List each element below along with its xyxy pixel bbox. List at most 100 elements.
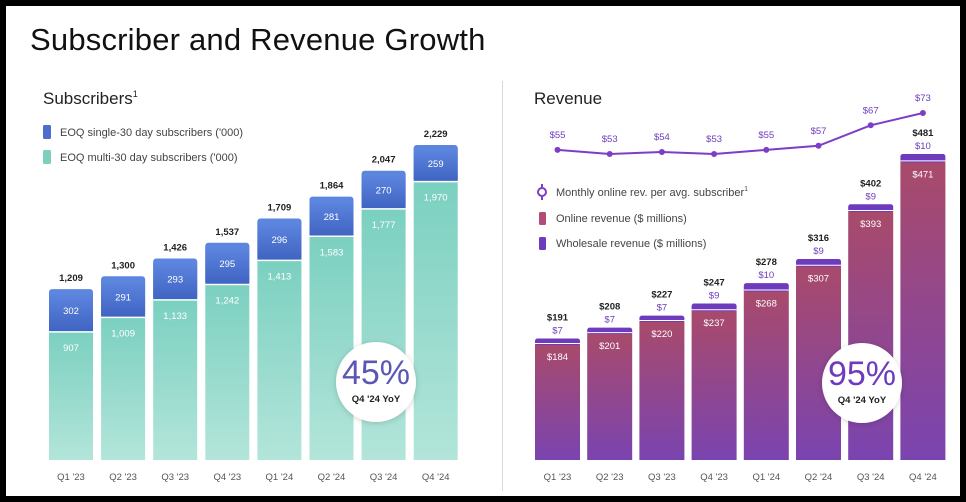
bar-single-label: 281 xyxy=(324,212,340,223)
legend-label-wholesale: Wholesale revenue ($ millions) xyxy=(556,238,706,250)
arpu-label: $53 xyxy=(602,134,618,145)
arpu-point xyxy=(867,122,874,129)
arpu-label: $57 xyxy=(811,126,827,137)
bar-wholesale-label: $9 xyxy=(813,246,824,257)
bar-multi-label: 1,009 xyxy=(111,328,135,339)
bar-single-label: 270 xyxy=(376,185,392,196)
arpu-point xyxy=(554,146,561,153)
bar-single-label: 259 xyxy=(428,159,444,170)
revenue-chart: $191 $7 $184 Q1 '23 $208 $7 $201 Q2 '23 $227 $7 $2… xyxy=(535,93,946,483)
bar-multi-30-day xyxy=(309,236,354,460)
bar-wholesale-label: $9 xyxy=(865,191,876,202)
bar-wholesale-revenue xyxy=(587,327,633,335)
bar-multi-30-day xyxy=(413,181,458,460)
x-tick-label: Q4 '24 xyxy=(422,472,450,483)
bar-multi-label: 1,133 xyxy=(163,311,187,322)
arpu-label: $53 xyxy=(706,134,722,145)
bar-single-label: 291 xyxy=(115,292,131,303)
bar-online-label: $184 xyxy=(547,352,568,363)
subscribers-growth-value: 45% xyxy=(342,354,410,392)
bar-wholesale-label: $10 xyxy=(758,270,774,281)
bar-wholesale-label: $7 xyxy=(604,315,615,326)
bar-single-30-day-fill xyxy=(413,148,458,182)
x-tick-label: Q3 '23 xyxy=(161,472,189,483)
bar-multi-label: 1,242 xyxy=(215,295,239,306)
legend-swatch-multi xyxy=(43,150,51,164)
bar-online-revenue xyxy=(691,309,737,460)
x-tick-label: Q3 '24 xyxy=(857,472,885,483)
bar-wholesale-revenue xyxy=(743,283,789,292)
legend-label-multi: EOQ multi-30 day subscribers ('000) xyxy=(60,152,238,164)
bar-total-label: 1,426 xyxy=(163,242,187,253)
bar-total-label: 1,864 xyxy=(320,181,344,192)
legend-swatch-online xyxy=(539,212,546,225)
bar-single-30-day-fill xyxy=(309,199,354,237)
bar-total-label: $402 xyxy=(860,178,881,189)
x-tick-label: Q1 '23 xyxy=(544,472,572,483)
bar-total-label: 1,300 xyxy=(111,260,135,271)
subscribers-title: Subscribers1 xyxy=(43,89,138,108)
bar-online-label: $307 xyxy=(808,274,829,285)
charts-canvas: Subscribers1 EOQ single-30 day subscribe… xyxy=(43,89,946,483)
bar-online-revenue xyxy=(535,342,580,460)
x-tick-label: Q1 '24 xyxy=(266,472,294,483)
arpu-point xyxy=(606,151,613,157)
bar-online-revenue xyxy=(848,209,894,460)
bar-multi-label: 1,583 xyxy=(320,247,344,258)
bar-wholesale-label: $7 xyxy=(657,303,668,314)
revenue-growth-value: 95% xyxy=(828,355,896,393)
bar-multi-30-day xyxy=(257,260,302,460)
slide: Subscriber and Revenue Growth Subscriber… xyxy=(6,6,960,496)
bar-online-revenue xyxy=(743,289,789,460)
revenue-title: Revenue xyxy=(534,89,602,108)
bar-single-label: 302 xyxy=(63,306,79,317)
bar-wholesale-label: $7 xyxy=(552,325,563,336)
arpu-point xyxy=(763,146,770,153)
x-tick-label: Q3 '24 xyxy=(370,472,398,483)
bar-multi-label: 1,970 xyxy=(424,193,448,204)
bar-total-label: $278 xyxy=(756,257,777,268)
subscribers-chart: 1,209 302 907 Q1 '23 1,300 291 1,009 Q2 '23 1,42… xyxy=(49,129,458,483)
arpu-point xyxy=(919,110,926,116)
page-title: Subscriber and Revenue Growth xyxy=(30,22,486,57)
bar-online-revenue xyxy=(900,160,946,460)
bar-total-label: 2,047 xyxy=(372,155,396,166)
bar-wholesale-label: $10 xyxy=(915,141,931,152)
bar-online-label: $393 xyxy=(860,219,881,230)
x-tick-label: Q4 '23 xyxy=(213,472,241,483)
bar-multi-30-day xyxy=(101,317,146,460)
x-tick-label: Q2 '24 xyxy=(805,472,833,483)
bar-single-30-day-fill xyxy=(101,279,146,318)
bar-multi-30-day xyxy=(205,284,250,460)
legend-label-online: Online revenue ($ millions) xyxy=(556,213,687,225)
subscribers-growth-label: Q4 '24 YoY xyxy=(352,394,401,405)
bar-total-label: 1,537 xyxy=(215,227,239,238)
legend-label-arpu: Monthly online rev. per avg. subscriber1 xyxy=(556,186,748,199)
arpu-label: $67 xyxy=(863,105,879,116)
arpu-label: $54 xyxy=(654,132,670,143)
bar-multi-30-day xyxy=(49,331,93,460)
x-tick-label: Q4 '24 xyxy=(909,472,937,483)
bar-online-label: $471 xyxy=(912,169,933,180)
panel-divider xyxy=(502,81,503,491)
arpu-line xyxy=(557,112,924,156)
bar-wholesale-revenue xyxy=(639,315,685,323)
bar-online-label: $220 xyxy=(651,329,672,340)
arpu-point xyxy=(711,151,718,157)
arpu-label: $73 xyxy=(915,93,931,104)
bar-total-label: $208 xyxy=(599,302,620,313)
bar-total-label: $227 xyxy=(651,290,672,301)
bar-single-30-day-fill xyxy=(361,173,406,209)
bar-single-label: 296 xyxy=(271,235,287,246)
bar-single-30-day-fill xyxy=(49,292,93,332)
bar-single-30-day-fill xyxy=(205,245,250,285)
bar-total-label: 2,229 xyxy=(424,129,448,140)
legend-swatch-wholesale xyxy=(539,237,546,250)
bar-single-30-day-fill xyxy=(153,261,198,300)
bar-online-revenue xyxy=(639,320,685,460)
bar-single-label: 295 xyxy=(219,259,235,270)
bar-total-label: $247 xyxy=(704,278,725,289)
x-tick-label: Q2 '24 xyxy=(318,472,346,483)
bar-multi-30-day xyxy=(153,299,198,460)
bar-total-label: $191 xyxy=(547,312,569,323)
